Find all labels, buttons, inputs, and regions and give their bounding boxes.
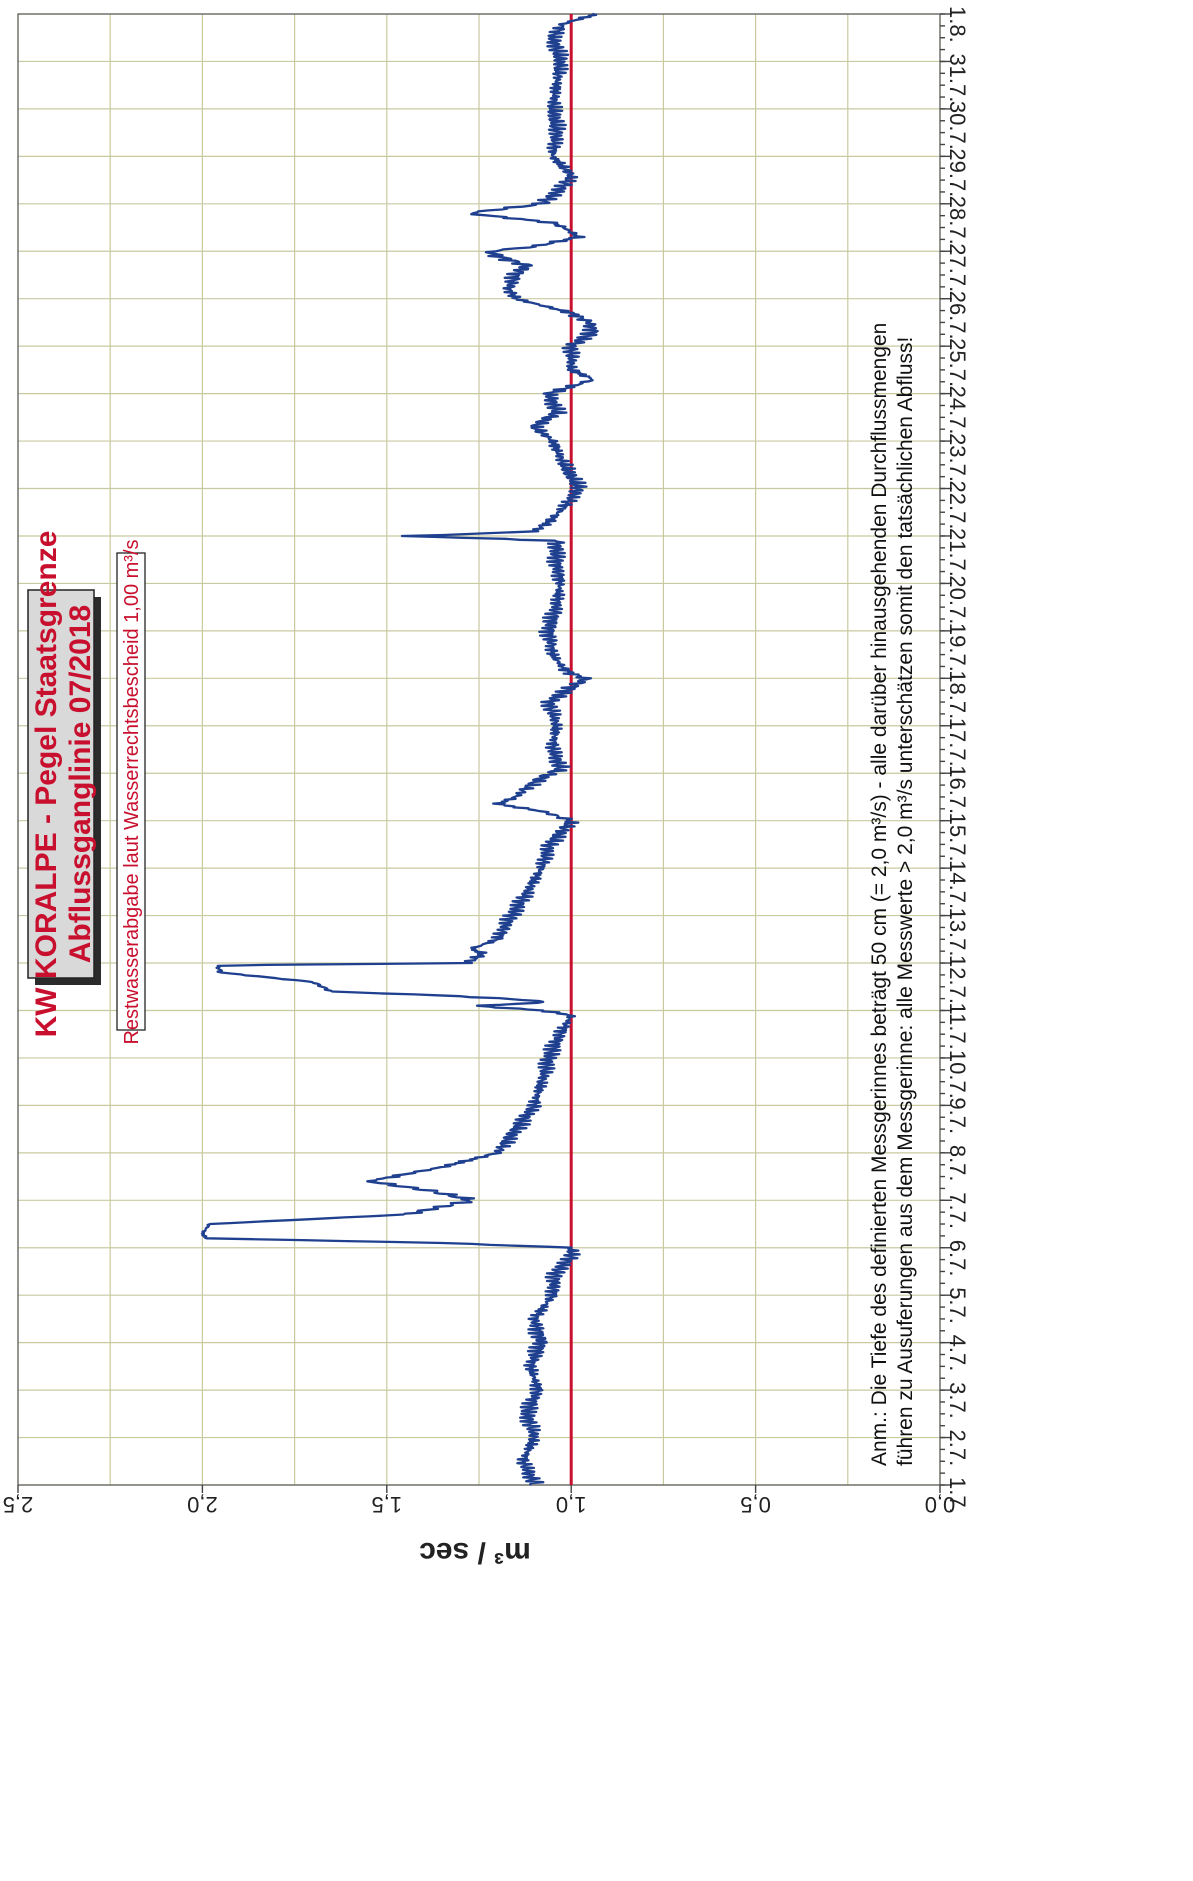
- y-tick-label: 0,5: [740, 1492, 771, 1517]
- x-tick-label: 23.7.: [945, 433, 970, 482]
- y-tick-label: 2,5: [3, 1492, 34, 1517]
- series-line-discharge: [200, 12, 599, 1486]
- chart-title-line-1: KW KORALPE - Pegel Staatsgrenze: [30, 531, 63, 1038]
- reference-legend-box: Restwasserabgabe laut Wasserrechtsbesche…: [116, 539, 146, 1045]
- x-tick-label: 8.7.: [945, 1145, 970, 1182]
- x-tick-label: 3.7.: [945, 1382, 970, 1419]
- x-tick-label: 29.7.: [945, 148, 970, 197]
- x-tick-label: 5.7.: [945, 1287, 970, 1324]
- title-box: KW KORALPE - Pegel Staatsgrenze Abflussg…: [27, 531, 101, 1038]
- x-tick-label: 19.7.: [945, 623, 970, 672]
- reference-line-label: Restwasserabgabe laut Wasserrechtsbesche…: [121, 539, 143, 1044]
- chart-title-line-2: Abflussganglinie 07/2018: [64, 605, 97, 963]
- x-tick-label: 13.7.: [945, 908, 970, 957]
- x-tick-label: 24.7.: [945, 386, 970, 435]
- x-tick-label: 12.7.: [945, 955, 970, 1004]
- x-tick-label: 10.7.: [945, 1050, 970, 1099]
- note-line-2: führen zu Ausuferungen aus dem Messgerin…: [894, 337, 917, 1466]
- x-tick-label: 4.7.: [945, 1335, 970, 1372]
- x-tick-label: 6.7.: [945, 1240, 970, 1277]
- note-line-1: Anm.: Die Tiefe des definierten Messgeri…: [868, 323, 891, 1466]
- note: Anm.: Die Tiefe des definierten Messgeri…: [868, 323, 917, 1466]
- grid: [17, 13, 941, 1486]
- x-tick-label: 20.7.: [945, 575, 970, 624]
- x-tick-label: 26.7.: [945, 291, 970, 340]
- y-tick-label: 0,0: [925, 1492, 956, 1517]
- x-tick-label: 1.8.: [945, 6, 970, 43]
- x-tick-label: 14.7.: [945, 860, 970, 909]
- x-tick-label: 11.7.: [945, 1002, 970, 1049]
- x-tick-label: 25.7.: [945, 338, 970, 387]
- y-axis-title: m³ / sec: [419, 1536, 531, 1569]
- axis-ticks: [17, 13, 952, 1493]
- y-tick-label: 2,0: [187, 1492, 218, 1517]
- x-tick-label: 7.7.: [945, 1192, 970, 1229]
- x-tick-label: 21.7.: [945, 528, 970, 577]
- x-tick-label: 22.7.: [945, 481, 970, 530]
- x-tick-label: 31.7.: [945, 53, 970, 102]
- y-tick-label: 1,0: [556, 1492, 587, 1517]
- x-tick-label: 9.7.: [945, 1097, 970, 1134]
- x-axis-tick-labels: 1.7. 2.7. 3.7. 4.7. 5.7. 6.7. 7.7. 8.7. 9.7.10.7…: [945, 6, 970, 1514]
- x-tick-label: 16.7.: [945, 765, 970, 814]
- x-tick-label: 15.7.: [945, 813, 970, 862]
- y-axis-tick-labels: 0,0 0,5 1,0 1,5 2,0 2,5: [3, 1492, 956, 1517]
- x-tick-label: 30.7.: [945, 101, 970, 150]
- x-tick-label: 17.7.: [945, 718, 970, 767]
- x-tick-label: 27.7.: [945, 243, 970, 292]
- x-tick-label: 18.7.: [945, 670, 970, 719]
- y-tick-label: 1,5: [372, 1492, 403, 1517]
- x-tick-label: 28.7.: [945, 196, 970, 245]
- x-tick-label: 2.7.: [945, 1430, 970, 1467]
- x-tick-label: 1.7.: [945, 1477, 970, 1514]
